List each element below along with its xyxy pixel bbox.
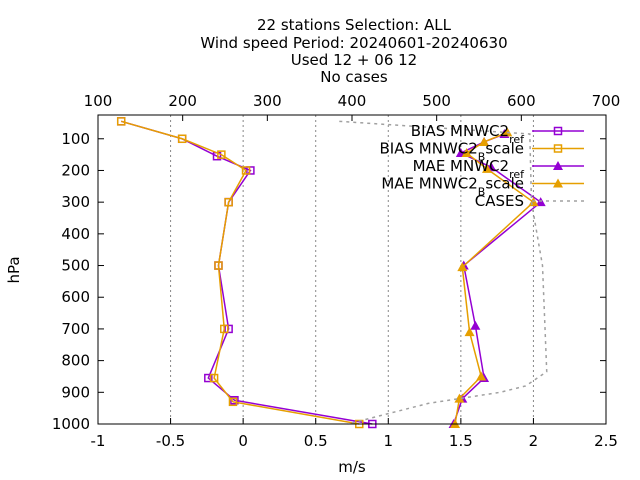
x2-tick-label: 600 <box>507 92 536 110</box>
x2-tick-label: 400 <box>338 92 367 110</box>
legend-label: BIAS MNWC2ref <box>411 122 525 146</box>
x-tick-label: 0.5 <box>304 432 328 450</box>
legend-label: BIAS MNWC2Bscale <box>380 140 524 164</box>
x-axis-label: m/s <box>338 458 366 476</box>
y-tick-label: 700 <box>61 320 90 338</box>
legend-label: CASES <box>475 192 524 210</box>
x-tick-label: -0.5 <box>156 432 185 450</box>
title-line-3: Used 12 + 06 12 <box>291 51 417 69</box>
x2-tick-label: 200 <box>168 92 197 110</box>
legend-marker <box>553 178 563 188</box>
legend-marker <box>553 126 563 136</box>
x-tick-label: 2 <box>529 432 539 450</box>
title-line-4: No cases <box>320 68 388 86</box>
data-point <box>177 134 187 144</box>
series-line <box>452 133 542 425</box>
y-tick-label: 500 <box>61 257 90 275</box>
y-axis-label: hPa <box>5 256 23 283</box>
series-1 <box>116 117 364 429</box>
y-tick-label: 1000 <box>52 415 90 433</box>
data-point <box>204 373 213 383</box>
y-tick-label: 300 <box>61 193 90 211</box>
x-tick-label: 2.5 <box>594 432 618 450</box>
series-line <box>339 120 548 425</box>
x-axis-bottom: -1 -0.5 0 0.5 1 1.5 2 2.5 <box>91 418 618 450</box>
data-point <box>209 373 219 383</box>
data-point <box>470 320 481 330</box>
y-tick-label: 400 <box>61 225 90 243</box>
y-tick-label: 800 <box>61 352 90 370</box>
data-point <box>241 166 251 175</box>
data-point <box>224 197 233 207</box>
x2-tick-label: 300 <box>253 92 282 110</box>
series-0 <box>116 117 377 429</box>
series-line <box>454 131 535 425</box>
legend-marker <box>553 144 563 153</box>
y-tick-label: 900 <box>61 383 90 401</box>
title-line-1: 22 stations Selection: ALL <box>257 16 452 34</box>
x2-tick-label: 700 <box>592 92 621 110</box>
data-point <box>476 371 487 381</box>
data-point <box>454 393 465 403</box>
legend-label: MAE MNWC2Bscale <box>381 175 524 199</box>
x-tick-label: -1 <box>91 432 106 450</box>
data-point <box>224 324 233 334</box>
x2-tick-label: 500 <box>422 92 451 110</box>
series-4 <box>339 120 548 425</box>
data-point <box>457 262 468 272</box>
x2-tick-label: 100 <box>84 92 113 110</box>
data-point <box>217 150 226 159</box>
y-tick-label: 200 <box>61 161 90 179</box>
x-tick-label: 0 <box>238 432 248 450</box>
chart-title: 22 stations Selection: ALL Wind speed Pe… <box>200 16 507 86</box>
x-axis-top: 100 200 300 400 500 600 700 <box>84 92 621 121</box>
title-line-2: Wind speed Period: 20240601-20240630 <box>200 34 507 52</box>
y-tick-label: 600 <box>61 288 90 306</box>
series-line <box>121 120 360 425</box>
y-axis: 100 200 300 400 500 600 700 800 900 1000 <box>52 130 606 433</box>
x-tick-label: 1 <box>384 432 394 450</box>
data-point <box>464 327 475 337</box>
y-tick-label: 100 <box>61 130 90 148</box>
data-point <box>116 117 126 126</box>
data-point <box>228 397 238 407</box>
data-point <box>461 148 472 158</box>
data-point <box>214 261 223 270</box>
x-tick-label: 1.5 <box>449 432 473 450</box>
data-point <box>479 136 490 146</box>
legend-marker <box>553 161 563 170</box>
data-point <box>481 163 492 173</box>
data-point <box>220 324 229 334</box>
legend-label: MAE MNWC2ref <box>413 157 526 181</box>
